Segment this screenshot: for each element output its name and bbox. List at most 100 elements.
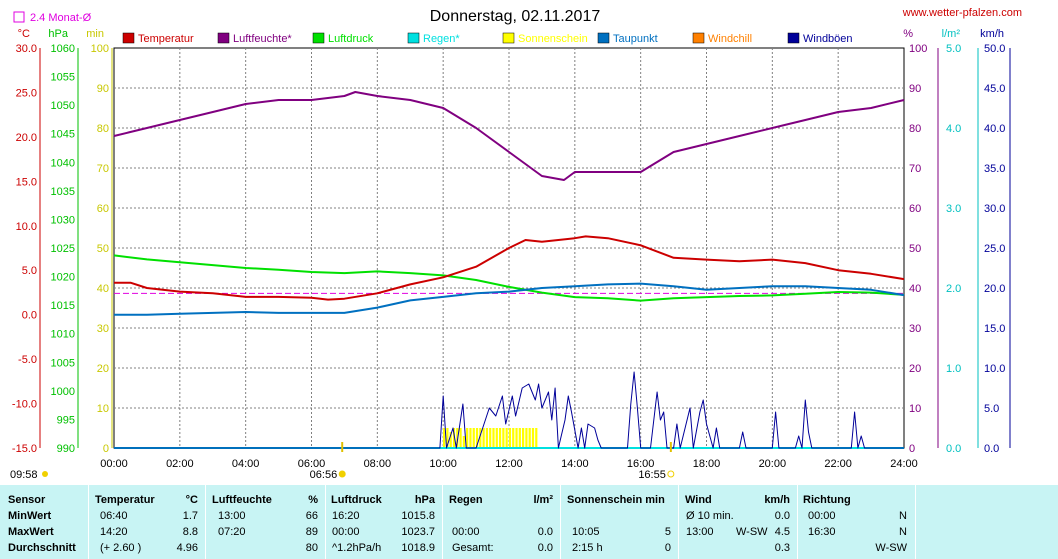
humidity-tick-label: 100 bbox=[909, 43, 927, 55]
minutes-tick-label: 10 bbox=[97, 403, 109, 415]
legend-label: Sonnenschein bbox=[518, 33, 588, 45]
stats-sun-value: 0 bbox=[664, 542, 671, 554]
stats-header: Richtung bbox=[803, 494, 851, 506]
x-tick-label: 12:00 bbox=[495, 458, 523, 470]
sunshine-bar bbox=[485, 428, 489, 448]
pressure-tick-label: 1040 bbox=[51, 157, 75, 169]
stats-header-unit: °C bbox=[185, 494, 198, 506]
pressure-tick-label: 1055 bbox=[51, 72, 75, 84]
current-sun-icon bbox=[42, 471, 48, 477]
sunrise-time: 06:56 bbox=[310, 469, 338, 481]
minutes-tick-label: 0 bbox=[103, 443, 109, 455]
stats-header-unit: hPa bbox=[414, 494, 435, 506]
sunshine-bar bbox=[489, 428, 492, 448]
stats-rain-value: 0.0 bbox=[537, 526, 553, 538]
sunshine-bar bbox=[475, 428, 479, 448]
sunshine-bar bbox=[528, 428, 531, 448]
pressure-tick-label: 1060 bbox=[51, 43, 75, 55]
minutes-tick-label: 30 bbox=[97, 323, 109, 335]
stats-rain-time: Gesamt: bbox=[452, 542, 494, 554]
pressure-tick-label: 1010 bbox=[51, 329, 75, 341]
stats-row-label: MaxWert bbox=[8, 526, 54, 538]
temp-tick-label: 0.0 bbox=[22, 310, 37, 322]
series-line-luftdruck bbox=[113, 254, 905, 302]
stats-header: Temperatur bbox=[95, 494, 155, 506]
humidity-tick-label: 80 bbox=[909, 123, 921, 135]
minutes-tick-label: 100 bbox=[91, 43, 109, 55]
sunshine-bar bbox=[518, 428, 521, 448]
stats-header-unit: % bbox=[308, 494, 318, 506]
sunshine-bar bbox=[522, 428, 525, 448]
sunshine-bar bbox=[452, 428, 456, 448]
stats-header: Sensor bbox=[8, 494, 46, 506]
chart-background bbox=[0, 0, 1058, 485]
stats-temp-time: 14:20 bbox=[100, 526, 128, 538]
legend-label: Regen* bbox=[423, 33, 460, 45]
legend-swatch bbox=[312, 32, 325, 44]
sunshine-bar bbox=[482, 428, 485, 448]
legend-label: Temperatur bbox=[138, 33, 194, 45]
stats-press-value: 1018.9 bbox=[401, 542, 435, 554]
stats-dir-value: N bbox=[899, 526, 907, 538]
sunshine-bar bbox=[515, 428, 518, 448]
stats-dir-value: W-SW bbox=[875, 542, 907, 554]
x-tick-label: 02:00 bbox=[166, 458, 194, 470]
humidity-tick-label: 70 bbox=[909, 163, 921, 175]
stats-header: Sonnenschein min bbox=[567, 494, 665, 506]
stats-column-divider bbox=[797, 485, 798, 559]
sunshine-bar bbox=[535, 428, 538, 448]
pressure-tick-label: 990 bbox=[57, 443, 75, 455]
wind-tick-label: 10.0 bbox=[984, 363, 1005, 375]
x-tick-label: 14:00 bbox=[561, 458, 589, 470]
stats-column-divider bbox=[442, 485, 443, 559]
wind-unit-label: km/h bbox=[980, 28, 1004, 40]
rain-tick-label: 4.0 bbox=[946, 123, 961, 135]
x-tick-label: 00:00 bbox=[100, 458, 128, 470]
stats-rain-value: 0.0 bbox=[537, 542, 553, 554]
statistics-table: Sensor Temperatur °C Luftfeuchte% Luftdruck h… bbox=[0, 485, 1058, 559]
pressure-tick-label: 1030 bbox=[51, 214, 75, 226]
stats-column-divider bbox=[915, 485, 916, 559]
humidity-tick-label: 50 bbox=[909, 243, 921, 255]
stats-press-time: ^1.2hPa/h bbox=[332, 542, 382, 554]
x-tick-label: 08:00 bbox=[364, 458, 392, 470]
stats-press-value: 1015.8 bbox=[401, 510, 435, 522]
x-tick-label: 10:00 bbox=[429, 458, 457, 470]
stats-header: Wind bbox=[685, 494, 712, 506]
chart-title: Donnerstag, 02.11.2017 bbox=[430, 8, 601, 25]
stats-header: Luftfeuchte bbox=[212, 494, 272, 506]
temp-unit-label: °C bbox=[18, 28, 30, 40]
stats-temp-time: (+ 2.60 ) bbox=[100, 542, 142, 554]
stats-header-unit: km/h bbox=[764, 494, 790, 506]
pressure-tick-label: 995 bbox=[57, 414, 75, 426]
stats-wind-value: 4.5 bbox=[774, 526, 790, 538]
temp-tick-label: -5.0 bbox=[18, 354, 37, 366]
sunshine-bar bbox=[531, 428, 535, 448]
wind-tick-label: 25.0 bbox=[984, 243, 1005, 255]
sunset-icon bbox=[667, 470, 675, 478]
pressure-tick-label: 1005 bbox=[51, 357, 75, 369]
legend-label: Windböen bbox=[803, 33, 853, 45]
minutes-tick-label: 50 bbox=[97, 243, 109, 255]
series-line-taupunkt bbox=[114, 282, 905, 316]
weather-chart: Donnerstag, 02.11.2017 www.wetter-pfalze… bbox=[0, 0, 1058, 485]
wind-tick-label: 0.0 bbox=[984, 443, 999, 455]
minutes-tick-label: 40 bbox=[97, 283, 109, 295]
stats-temp-value: 8.8 bbox=[182, 526, 198, 538]
sunshine-bar bbox=[505, 428, 508, 448]
legend: Temperatur Luftfeuchte* Luftdruck Regen* Son… bbox=[122, 32, 853, 45]
stats-header: Regen bbox=[449, 494, 483, 506]
temp-tick-label: 15.0 bbox=[16, 176, 37, 188]
monthly-avg-icon bbox=[13, 11, 25, 23]
legend-label: Luftdruck bbox=[328, 33, 374, 45]
stats-temp-value: 4.96 bbox=[176, 542, 198, 554]
minutes-tick-label: 90 bbox=[97, 83, 109, 95]
sunshine-bar bbox=[498, 428, 502, 448]
humidity-tick-label: 60 bbox=[909, 203, 921, 215]
sunshine-bar bbox=[459, 428, 462, 448]
series-line-temperatur bbox=[114, 235, 905, 301]
sunshine-bar bbox=[525, 428, 528, 448]
stats-press-time: 00:00 bbox=[332, 526, 360, 538]
website-label[interactable]: www.wetter-pfalzen.com bbox=[902, 7, 1022, 19]
x-tick-label: 18:00 bbox=[693, 458, 721, 470]
